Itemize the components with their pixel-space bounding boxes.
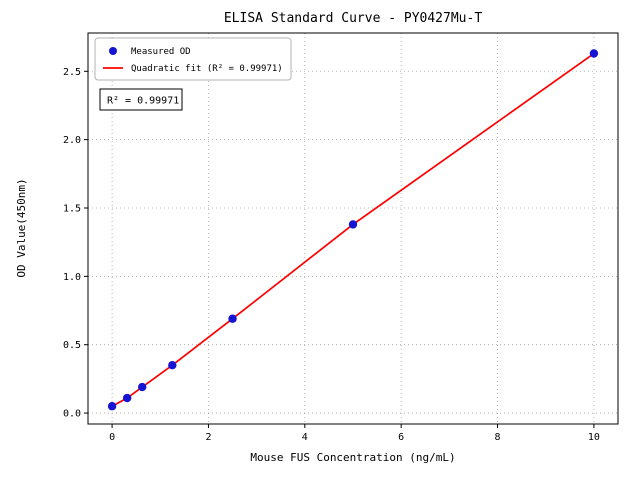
y-tick-label: 0.5 <box>63 340 81 351</box>
data-point <box>589 49 599 58</box>
fit-line <box>111 52 595 407</box>
data-point <box>228 314 237 323</box>
data-point <box>122 393 132 403</box>
x-tick-label: 0 <box>109 432 115 443</box>
y-tick-label: 1.0 <box>63 272 81 283</box>
r-squared-annotation-box <box>99 88 183 111</box>
x-tick-label: 8 <box>495 432 501 443</box>
data-point <box>138 382 147 392</box>
legend-marker-dot <box>109 47 117 55</box>
y-tick-label: 2.0 <box>63 135 81 146</box>
y-tick-label: 0.0 <box>63 409 81 420</box>
x-tick-label: 4 <box>302 432 308 443</box>
plot-border <box>87 32 619 425</box>
legend-label: Measured OD <box>131 47 191 57</box>
x-tick-label: 2 <box>205 432 211 443</box>
chart-title: ELISA Standard Curve - PY0427Mu-T <box>224 11 482 26</box>
data-point <box>348 220 358 229</box>
y-tick-label: 2.5 <box>63 67 81 78</box>
data-point <box>107 402 117 411</box>
legend-label: Quadratic fit (R² = 0.99971) <box>131 64 283 74</box>
x-tick-label: 6 <box>398 432 404 443</box>
legend-box <box>94 37 292 81</box>
data-point <box>168 361 177 370</box>
x-tick-label: 10 <box>588 432 600 443</box>
r-squared-annotation-text: R² = 0.99971 <box>107 96 179 107</box>
x-axis-label: Mouse FUS Concentration (ng/mL) <box>250 451 455 464</box>
chart-plot-area: 0 2 4 6 8 10 0.0 0.5 1.0 1.5 2.0 2.5 Measured OD Quad… <box>63 32 619 443</box>
y-axis-label: OD Value(450nm) <box>15 178 28 277</box>
y-tick-label: 1.5 <box>63 203 81 214</box>
